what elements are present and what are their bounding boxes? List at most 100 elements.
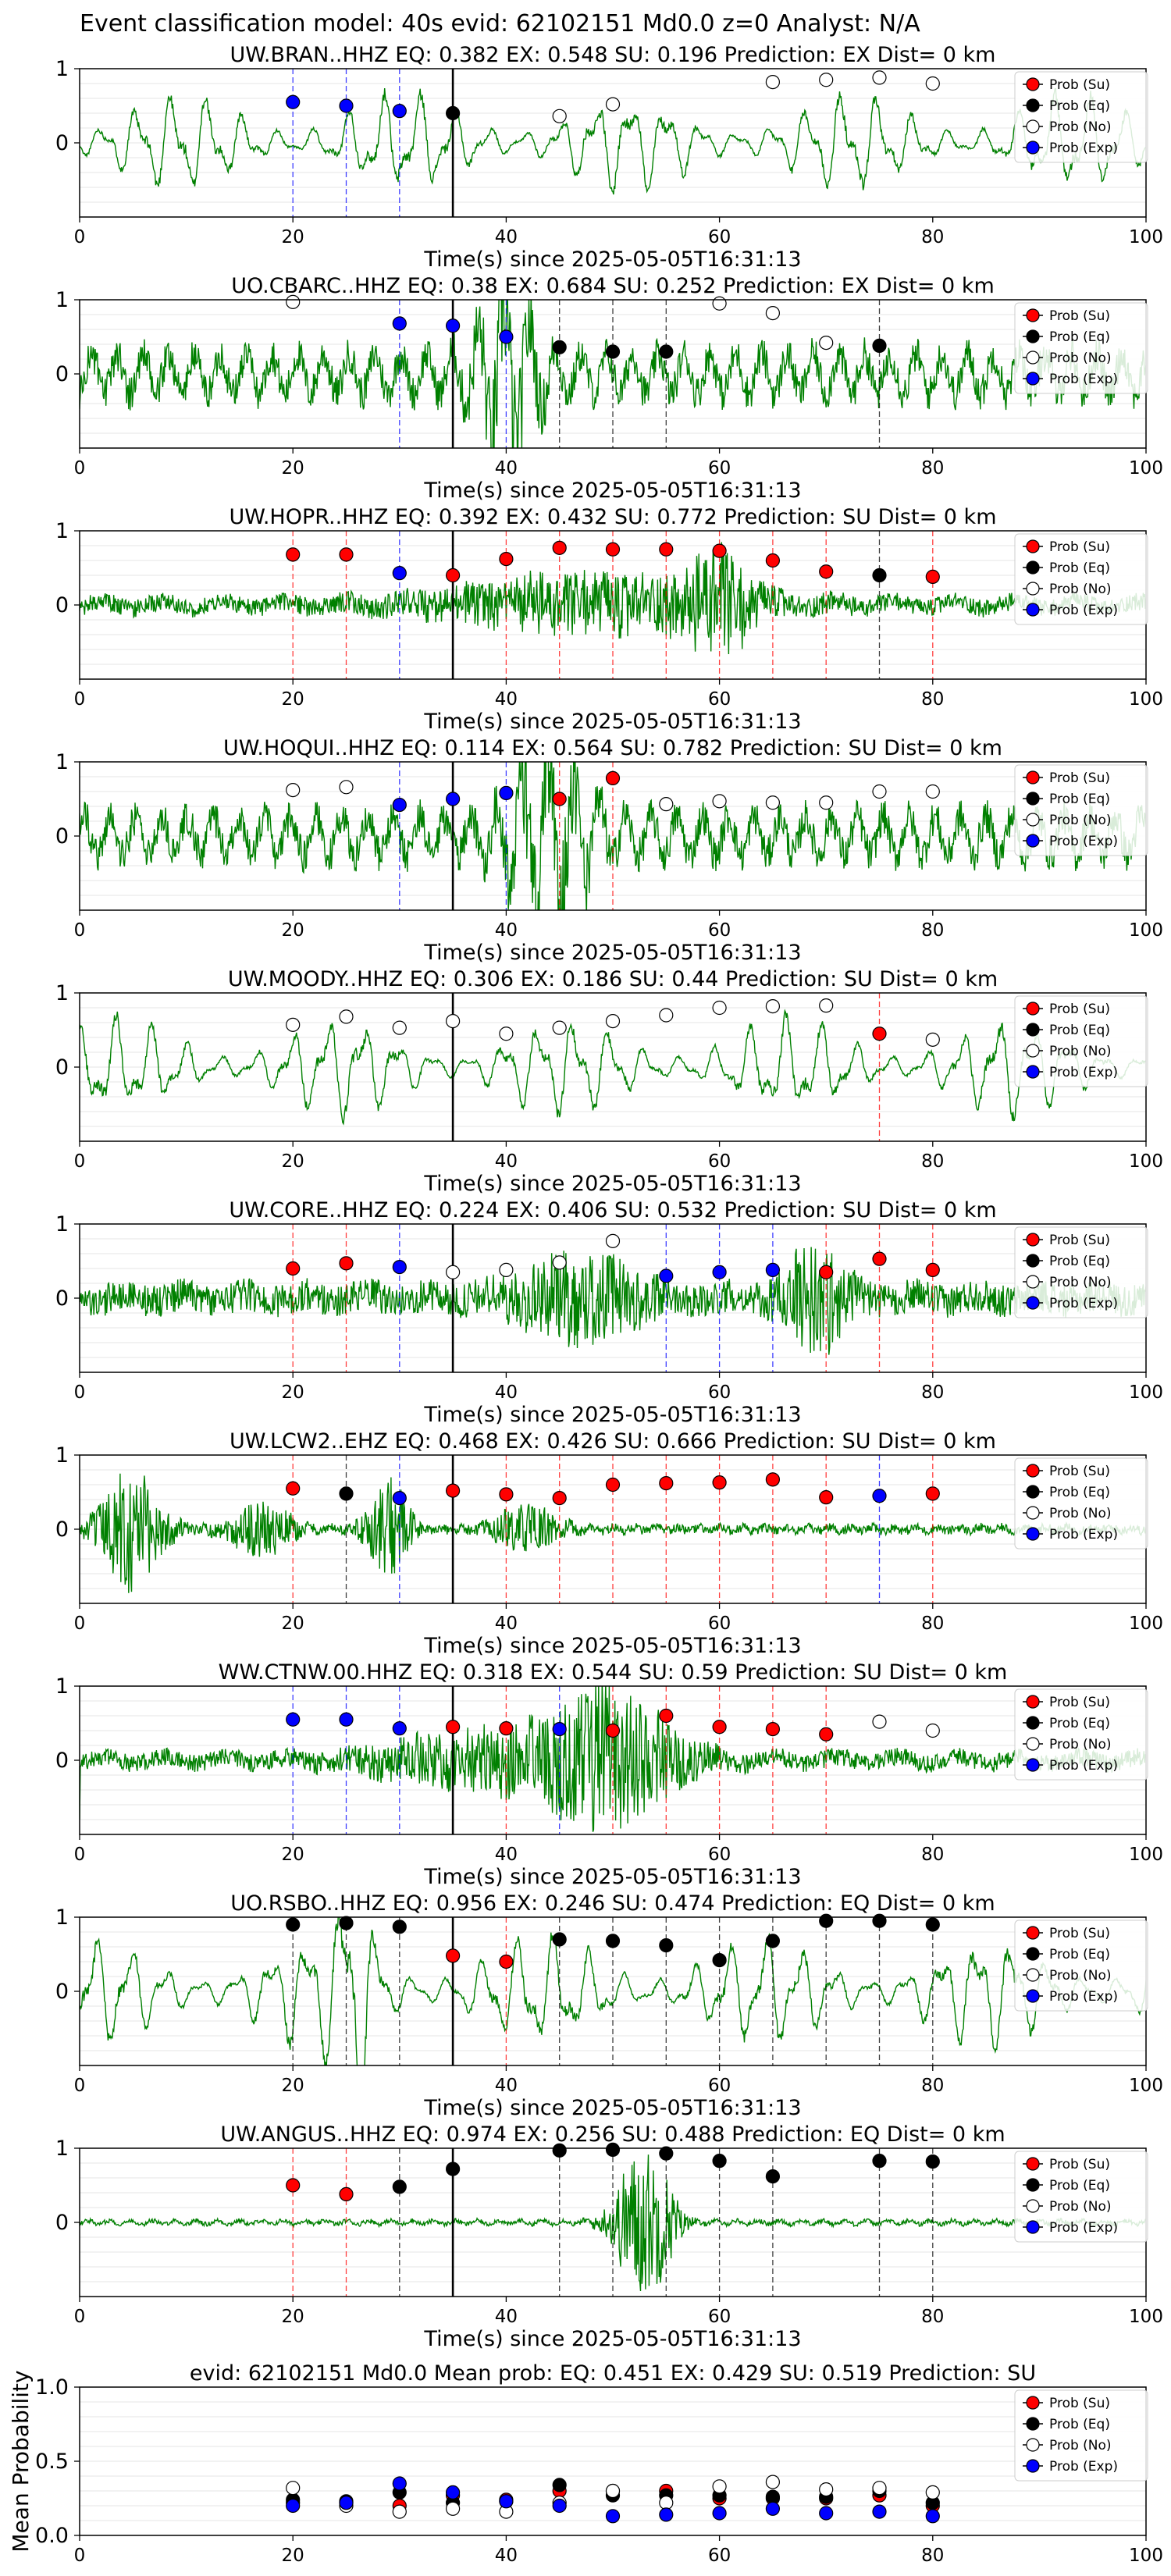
mean-prob-point-exp: [659, 2507, 674, 2522]
legend-frame: [1014, 533, 1148, 625]
legend-label-eq: Prob (Eq): [1049, 1023, 1110, 1038]
ytick-label: 1: [55, 288, 69, 312]
prob-point-su: [712, 543, 727, 558]
prob-point-su: [765, 1472, 781, 1487]
ytick-label: 0: [55, 1980, 69, 2004]
prob-point-su: [339, 2186, 354, 2201]
legend-label-no: Prob (No): [1049, 2199, 1112, 2215]
prob-point-su: [445, 568, 461, 583]
legend-label-no: Prob (No): [1049, 1275, 1112, 1290]
mean-prob-point-no: [392, 2504, 407, 2519]
legend-label-eq: Prob (Eq): [1049, 2178, 1110, 2194]
prob-point-su: [339, 547, 354, 562]
legend-label-exp: Prob (Exp): [1049, 372, 1118, 387]
panel-xtick-label: 60: [708, 1151, 731, 1172]
legend-label-no: Prob (No): [1049, 1506, 1112, 1521]
panel-xtick-label: 100: [1129, 1151, 1163, 1172]
prob-point-no: [712, 1000, 727, 1016]
panel-legend: Prob (Su) Prob (Eq) Prob (No) Prob (Exp): [1014, 533, 1148, 625]
panel-xtick-label: 80: [921, 1614, 944, 1634]
panel-xtick-label: 20: [282, 1845, 304, 1865]
legend-label-su: Prob (Su): [1049, 77, 1110, 93]
prob-point-eq: [286, 1917, 301, 1932]
prob-point-su: [552, 792, 567, 806]
panel-xtick-label: 40: [495, 2076, 518, 2096]
prob-point-eq: [445, 105, 461, 121]
prob-point-no: [286, 294, 301, 309]
legend-label-exp: Prob (Exp): [1049, 2459, 1118, 2475]
prob-point-eq: [445, 2161, 461, 2176]
legend-label-no: Prob (No): [1049, 1044, 1112, 1059]
panel-xlabel: Time(s) since 2025-05-05T16:31:13: [423, 1403, 801, 1427]
panel-xtick-label: 40: [495, 1382, 518, 1403]
legend-label-eq: Prob (Eq): [1049, 329, 1110, 345]
legend-marker-no: [1026, 119, 1040, 133]
prob-point-su: [605, 770, 621, 786]
prob-point-no: [819, 73, 834, 87]
legend-label-eq: Prob (Eq): [1049, 1947, 1110, 1962]
panel-xtick-label: 100: [1129, 227, 1163, 247]
legend-marker-su: [1026, 2396, 1040, 2410]
legend-marker-exp: [1026, 1065, 1040, 1079]
panel-xtick-label: 100: [1129, 2307, 1163, 2327]
legend-marker-exp: [1026, 1527, 1040, 1541]
panel-xtick-label: 60: [708, 227, 731, 247]
prob-point-eq: [659, 344, 674, 359]
mean-prob-point-no: [286, 2481, 301, 2496]
legend-marker-su: [1026, 770, 1040, 785]
prob-point-exp: [712, 1265, 727, 1279]
panel-xlabel: Time(s) since 2025-05-05T16:31:13: [423, 247, 801, 272]
panel-xtick-label: 40: [495, 2307, 518, 2327]
legend-frame: [1014, 764, 1148, 856]
prob-point-no: [872, 70, 887, 85]
panel-xtick-label: 60: [708, 1382, 731, 1403]
ytick-label: 0.0: [35, 2524, 69, 2548]
prob-point-su: [499, 1954, 514, 1969]
summary-title: evid: 62102151 Md0.0 Mean prob: EQ: 0.45…: [190, 2361, 1036, 2386]
ytick-label: 0: [55, 824, 69, 849]
mean-prob-point-no: [819, 2482, 834, 2497]
panel-xtick-label: 0: [74, 458, 86, 479]
legend-frame: [1014, 1226, 1148, 1318]
panel-xtick-label: 0: [74, 2307, 86, 2327]
legend-marker-eq: [1026, 2417, 1040, 2431]
panel-xlabel: Time(s) since 2025-05-05T16:31:13: [423, 2096, 801, 2120]
prob-point-no: [552, 109, 567, 123]
prob-point-exp: [392, 104, 407, 119]
prob-point-eq: [605, 344, 621, 359]
mean-prob-point-no: [712, 2479, 727, 2494]
prob-point-eq: [392, 2179, 407, 2194]
prob-point-exp: [445, 792, 461, 806]
waveform-trace: [80, 87, 1146, 195]
prob-point-no: [925, 1723, 940, 1738]
panel-legend: Prob (Su) Prob (Eq) Prob (No) Prob (Exp): [1014, 1688, 1148, 1781]
prob-point-no: [872, 1714, 887, 1729]
prob-point-eq: [339, 1486, 354, 1501]
panel-xtick-label: 0: [74, 1382, 86, 1403]
panel-xtick-label: 40: [495, 1151, 518, 1172]
mean-prob-point-exp: [339, 2496, 354, 2510]
legend-frame: [1014, 1920, 1148, 2012]
prob-point-su: [552, 1490, 567, 1506]
legend-label-no: Prob (No): [1049, 813, 1112, 828]
legend-label-eq: Prob (Eq): [1049, 792, 1110, 807]
panel-xtick-label: 100: [1129, 1614, 1163, 1634]
legend-label-su: Prob (Su): [1049, 770, 1110, 786]
panel-xtick-label: 100: [1129, 2076, 1163, 2096]
panel-xtick-label: 40: [495, 1845, 518, 1865]
prob-point-su: [445, 1483, 461, 1498]
panel-xtick-label: 80: [921, 1382, 944, 1403]
prob-point-su: [552, 540, 567, 555]
prob-point-eq: [552, 340, 567, 354]
prob-point-su: [286, 547, 301, 562]
prob-point-no: [819, 998, 834, 1013]
panel-xtick-label: 80: [921, 1845, 944, 1865]
waveform-trace: [80, 762, 1146, 910]
legend-label-no: Prob (No): [1049, 582, 1112, 597]
legend-frame: [1014, 2389, 1148, 2482]
panel-xtick-label: 80: [921, 1151, 944, 1172]
legend-label-exp: Prob (Exp): [1049, 834, 1118, 849]
